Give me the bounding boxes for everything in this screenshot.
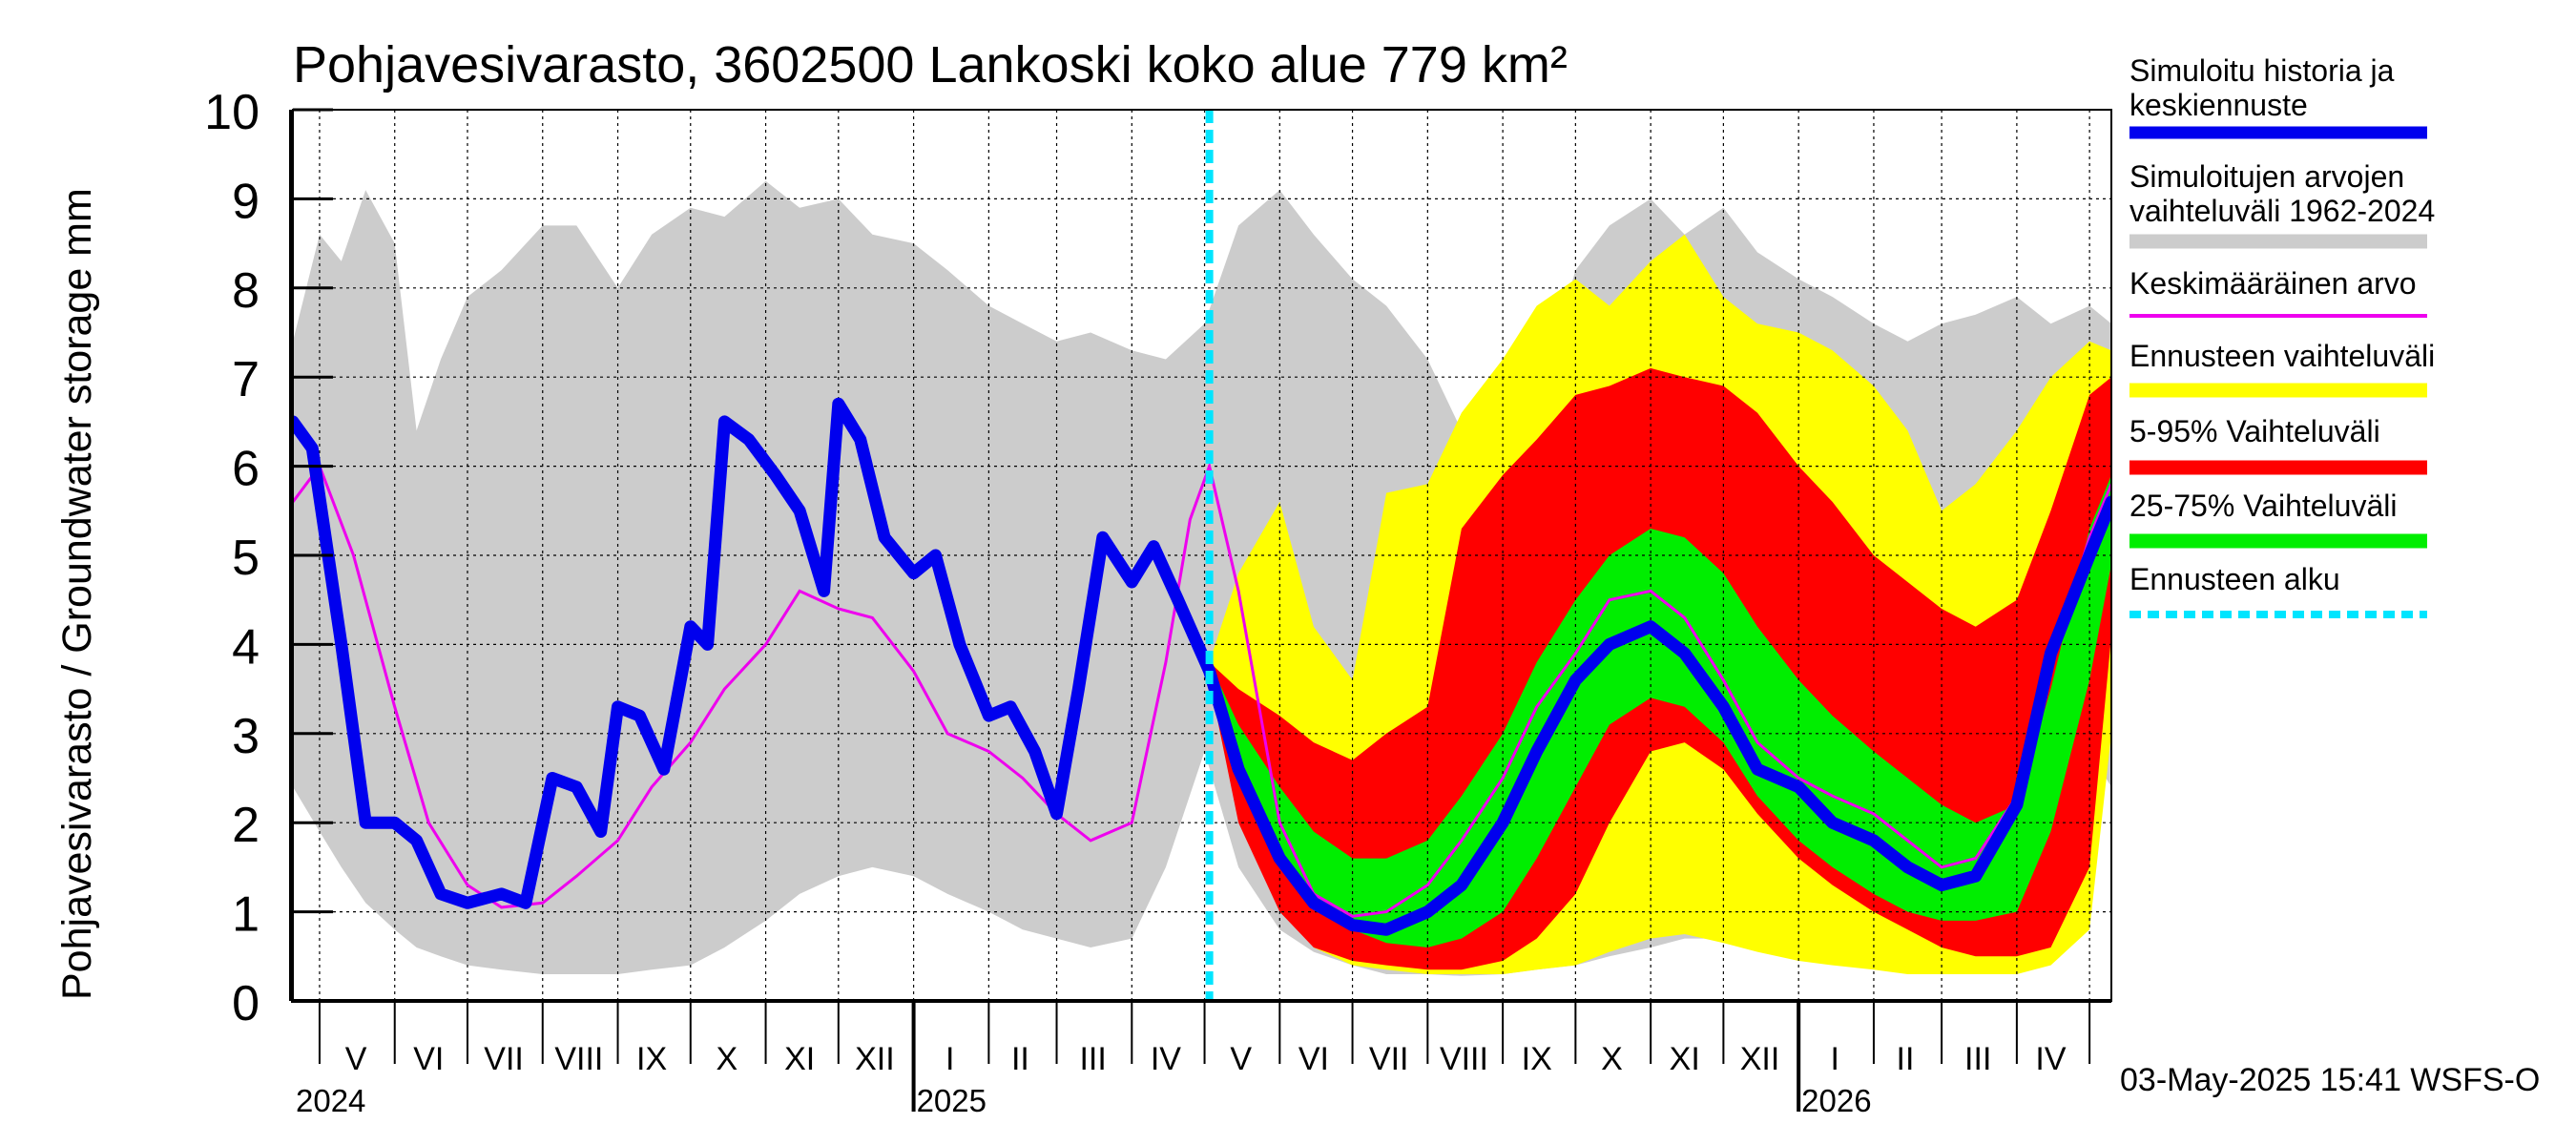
lines-layer bbox=[293, 110, 2111, 1001]
line-mean bbox=[293, 461, 2111, 918]
y-tick-label: 3 bbox=[232, 709, 260, 764]
month-label: XI bbox=[784, 1041, 815, 1077]
month-label: II bbox=[1897, 1041, 1915, 1077]
legend-label: 5-95% Vaihteluväli bbox=[2129, 414, 2380, 448]
month-label: IV bbox=[1151, 1041, 1181, 1077]
line-simulated bbox=[293, 397, 2111, 936]
month-label: III bbox=[1964, 1041, 1991, 1077]
month-label: VI bbox=[413, 1041, 444, 1077]
legend-label: vaihteluväli 1962-2024 bbox=[2129, 194, 2435, 228]
month-label: V bbox=[1230, 1041, 1252, 1077]
month-label: III bbox=[1079, 1041, 1106, 1077]
month-label: VII bbox=[1369, 1041, 1409, 1077]
legend-label: Simuloitujen arvojen bbox=[2129, 159, 2404, 194]
bands-layer bbox=[293, 180, 2111, 976]
month-label: X bbox=[1601, 1041, 1623, 1077]
band-25-75 bbox=[1209, 474, 2111, 947]
year-label: 2026 bbox=[1801, 1083, 1871, 1118]
y-axis-label: Pohjavesivarasto / Groundwater storage m… bbox=[54, 188, 100, 1000]
month-label: VIII bbox=[554, 1041, 603, 1077]
y-tick-label: 0 bbox=[232, 976, 260, 1031]
month-label: V bbox=[345, 1041, 367, 1077]
legend-label: 25-75% Vaihteluväli bbox=[2129, 489, 2397, 523]
month-label: XII bbox=[855, 1041, 895, 1077]
month-label: X bbox=[717, 1041, 738, 1077]
month-label: XII bbox=[1740, 1041, 1780, 1077]
y-ticks: 0 1 2 3 4 5 6 7 8 9 10 bbox=[204, 85, 333, 1031]
footer-timestamp: 03-May-2025 15:41 WSFS-O bbox=[2120, 1062, 2540, 1098]
legend-label: keskiennuste bbox=[2129, 88, 2308, 122]
y-tick-label: 2 bbox=[232, 798, 260, 853]
y-tick-label: 6 bbox=[232, 442, 260, 497]
month-label: IX bbox=[1522, 1041, 1552, 1077]
y-tick-label: 9 bbox=[232, 174, 260, 229]
y-tick-label: 8 bbox=[232, 263, 260, 319]
y-tick-label: 5 bbox=[232, 531, 260, 586]
month-label: I bbox=[1831, 1041, 1839, 1077]
month-label: IX bbox=[636, 1041, 667, 1077]
year-label: 2025 bbox=[917, 1083, 987, 1118]
legend-label: Keskimääräinen arvo bbox=[2129, 266, 2417, 301]
year-label: 2024 bbox=[296, 1083, 365, 1118]
month-label: II bbox=[1011, 1041, 1029, 1077]
x-ticks: V VI VII VIII IX X XI XII I II III IV V VI VII VIII IX X X… bbox=[296, 1001, 2091, 1118]
month-label: VI bbox=[1298, 1041, 1329, 1077]
month-label: VIII bbox=[1440, 1041, 1488, 1077]
legend-label: Simuloitu historia ja bbox=[2129, 53, 2395, 88]
month-label: IV bbox=[2035, 1041, 2066, 1077]
y-tick-label: 1 bbox=[232, 887, 260, 943]
y-tick-label: 10 bbox=[204, 85, 260, 140]
grid bbox=[293, 110, 2111, 1001]
y-tick-label: 4 bbox=[232, 619, 260, 675]
month-label: VII bbox=[484, 1041, 524, 1077]
month-label: I bbox=[945, 1041, 954, 1077]
legend-label: Ennusteen alku bbox=[2129, 562, 2340, 596]
chart-title: Pohjavesivarasto, 3602500 Lankoski koko … bbox=[293, 36, 1568, 94]
y-tick-label: 7 bbox=[232, 352, 260, 407]
month-label: XI bbox=[1670, 1041, 1700, 1077]
legend-label: Ennusteen vaihteluväli bbox=[2129, 339, 2435, 373]
